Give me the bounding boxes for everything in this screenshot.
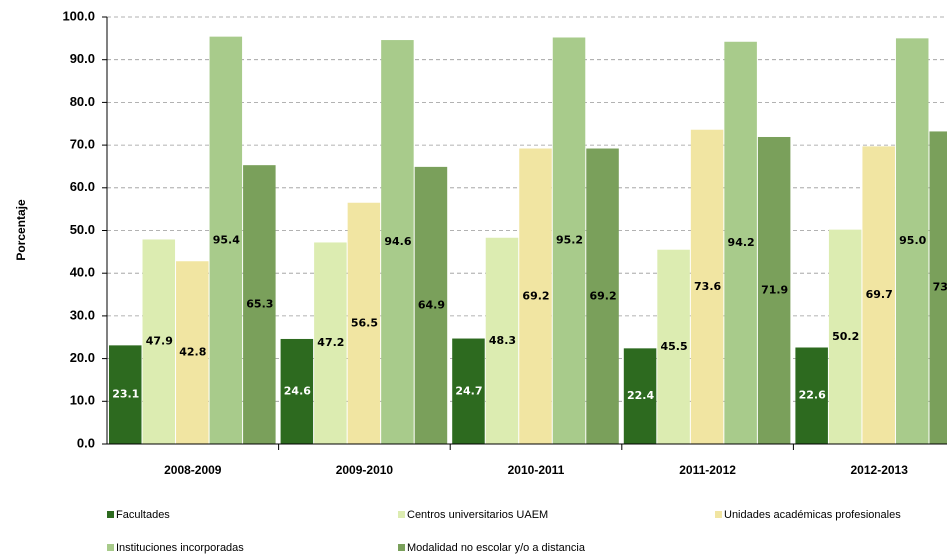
bar [381,40,414,445]
y-tick-label: 80.0 [70,94,95,109]
value-label: 45.5 [661,340,688,353]
value-label: 64.9 [418,298,445,311]
bar [552,37,586,444]
value-label: 24.7 [455,384,482,397]
value-label: 65.3 [246,298,273,311]
bar [724,41,757,445]
bar [862,146,895,445]
y-axis-label: Porcentaje [14,199,28,261]
value-label: 95.2 [556,234,583,247]
value-label: 22.4 [627,389,654,402]
y-tick-label: 40.0 [70,265,95,280]
legend-swatch [107,511,114,518]
value-label: 24.6 [284,384,311,397]
bar [176,261,209,444]
bar [657,249,690,444]
x-tick-label: 2010-2011 [508,463,565,477]
value-label: 48.3 [489,334,516,347]
value-label: 94.6 [384,235,411,248]
x-tick-label: 2008-2009 [164,463,222,477]
x-tick-label: 2011-2012 [679,463,736,477]
bar [757,136,791,444]
x-tick-label: 2009-2010 [336,463,394,477]
value-label: 73.6 [694,280,721,293]
bar [895,38,929,444]
value-label: 71.9 [761,283,788,296]
value-label: 73.2 [933,281,947,294]
bar [690,129,724,444]
legend-label: Instituciones incorporadas [116,542,244,554]
bar [519,148,552,445]
y-tick-label: 10.0 [70,393,95,408]
y-tick-label: 100.0 [62,8,95,23]
value-label: 69.2 [589,289,616,302]
bar [314,242,347,444]
x-tick-label: 2012-2013 [851,463,909,477]
value-label: 50.2 [832,330,859,343]
bar [828,229,862,444]
bar [142,239,176,444]
value-label: 47.9 [146,335,173,348]
y-tick-label: 70.0 [70,137,95,152]
bar [586,148,619,445]
value-label: 56.5 [351,316,378,329]
y-tick-label: 60.0 [70,179,95,194]
bar [414,166,448,444]
bar [243,165,276,444]
legend-swatch [398,544,405,551]
legend-label: Unidades académicas profesionales [724,509,901,521]
value-label: 23.1 [112,388,139,401]
y-tick-label: 30.0 [70,307,95,322]
y-tick-label: 20.0 [70,350,95,365]
legend-swatch [398,511,405,518]
y-tick-label: 0.0 [77,435,95,450]
bar [209,36,243,444]
bar [109,345,142,444]
value-label: 69.7 [866,288,893,301]
value-label: 42.8 [179,346,206,359]
value-label: 94.2 [728,236,755,249]
legend-label: Centros universitarios UAEM [407,509,548,521]
value-label: 69.2 [522,289,549,302]
value-label: 22.6 [799,389,826,402]
bar [452,338,485,444]
y-tick-label: 50.0 [70,222,95,237]
value-label: 47.2 [317,336,344,349]
value-label: 95.4 [213,233,240,246]
bar [485,237,519,444]
bar [347,202,381,444]
legend-swatch [107,544,114,551]
bar [623,348,657,444]
legend-swatch [715,511,722,518]
bar [795,347,828,444]
bar [929,131,947,444]
legend-label: Facultades [116,509,170,521]
legend-label: Modalidad no escolar y/o a distancia [407,542,586,554]
y-tick-label: 90.0 [70,51,95,66]
value-label: 95.0 [899,234,926,247]
bar [280,338,314,444]
